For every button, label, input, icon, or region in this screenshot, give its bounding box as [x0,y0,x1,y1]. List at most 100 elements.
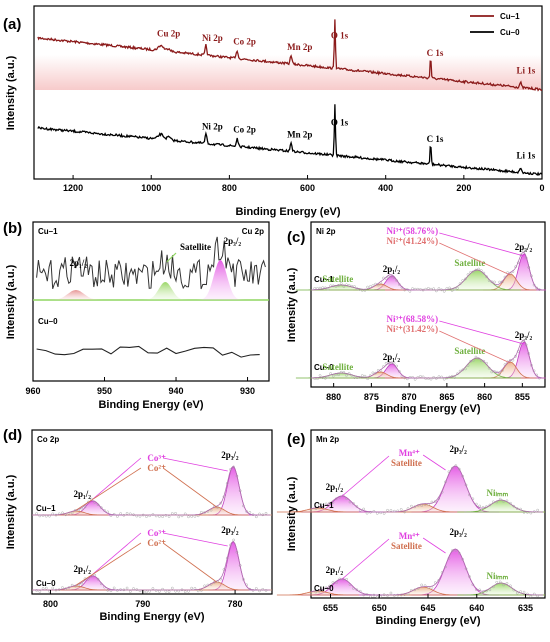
raw-point [424,377,428,380]
raw-point [411,287,414,290]
raw-point [389,591,393,595]
co-2p12-label-0: 2p₁/₂ [74,489,92,499]
x-tick-label-2: 940 [169,386,184,396]
raw-point [427,377,430,380]
ni2-label-1: Ni²⁺(31.42%) [386,324,438,334]
ni-2p12-label-0: 2p₁/₂ [383,264,401,274]
panel-e: (e) Mn 2p Cu–1Mn⁴⁺SatelliteNiₗₘₘ2p₃/₂2p₁… [276,429,546,627]
raw-point [384,361,388,365]
x-tick-label-1: 650 [372,603,387,613]
cu1-shaded-band [35,55,541,90]
sample-label-1: Cu–0 [314,363,334,372]
ni-satellite-label-1: Satellite [454,346,485,356]
raw-point [437,375,441,379]
ni-satellite-label-0: Satellite [454,258,485,268]
raw-point [193,514,197,518]
panel-a-plot: Cu 2p Ni 2p Co 2p Mn 2p O 1s C 1s Li 1s Ni 2p Co… [35,19,543,176]
raw-point [106,588,110,592]
raw-point [318,374,322,377]
raw-point [254,587,258,590]
raw-point [453,376,457,379]
peak-label-11: C 1s [427,134,444,144]
peak-label-5: C 1s [427,48,444,58]
fit-envelope-1 [32,540,271,591]
raw-point [261,587,265,591]
raw-point [512,504,516,508]
x-tick-label-4: 860 [477,392,492,402]
raw-point [498,372,502,375]
mn-2p12-label-1: 2p₁/₂ [326,565,344,575]
co2-label-1: Co²⁺ [147,538,166,548]
co-2p32-label-1: 2p₃/₂ [221,525,239,535]
series-line-cu0 [37,104,543,176]
panel-c-title: Ni 2p [316,227,336,236]
raw-point [313,287,317,290]
raw-point [488,588,492,592]
mn4-pointer-0 [422,454,446,471]
raw-point [345,374,348,377]
raw-point [83,505,87,509]
x-tick-label-3: 640 [469,603,484,613]
raw-point [432,287,436,291]
panel-d-title: Co 2p [37,435,59,444]
raw-point [154,589,158,592]
panel-e-label: (e) [287,431,305,448]
raw-point [161,515,164,519]
raw-point [362,507,365,511]
sample-label-0: Cu–1 [314,501,334,510]
mn4-label-0: Mn⁴⁺ [399,448,420,458]
sample-label-0: Cu–1 [36,504,56,513]
raw-point [151,513,155,516]
raw-point [369,510,372,514]
raw-point [148,589,152,593]
raw-point [501,280,504,284]
raw-point [264,589,268,592]
raw-point [174,511,177,515]
co2-pointer-l-1 [76,542,142,586]
raw-point [508,358,512,362]
panel-c: (c) Ni 2p Cu–1 Ni³⁺(58.76%)Ni²⁺(41.24%) 2p… [286,221,546,415]
peak-label-0: Cu 2p [157,29,180,39]
raw-point [451,466,454,470]
raw-point [203,511,206,514]
ni-satellite2-label-1: Satellite [322,362,353,372]
panel-e-title: Mn 2p [316,435,339,444]
raw-point [387,275,391,279]
raw-point [393,594,396,597]
raw-point [216,505,219,509]
raw-point [515,591,519,595]
fit-component-0-4 [276,507,359,513]
co3-pointer-r-0 [162,457,228,472]
ni2-pointer-1 [439,330,511,364]
fit-peak-2 [191,260,248,300]
raw-point [41,514,45,517]
raw-point [469,359,472,363]
peak-label-7: Ni 2p [202,121,223,131]
raw-point [35,589,38,592]
ni-lmm-label-1: Niₗₘₘ [487,571,509,581]
panel-c-frame [310,221,546,388]
peak-label-10: O 1s [331,117,349,127]
raw-point [164,589,168,593]
raw-point [408,289,412,293]
raw-point [116,515,119,518]
x-tick-label-3: 600 [300,183,315,193]
ni3-label-0: Ni³⁺(58.76%) [386,226,438,236]
raw-point [264,511,268,515]
peak-label-6: Li 1s [517,65,536,75]
raw-point [387,361,391,365]
ni-satellite2-label-0: Satellite [322,274,353,284]
fit-envelope-1 [310,548,544,596]
raw-point [158,590,161,593]
panel-b-frame [32,221,270,382]
raw-point [190,586,194,590]
raw-point [454,464,458,468]
raw-point [522,590,526,594]
panel-a-xlabel: Binding Energy (eV) [235,206,340,218]
raw-point [386,594,389,597]
fit-peak-1 [136,282,193,300]
ni-2p32-label-1: 2p₃/₂ [515,330,533,340]
raw-point [442,289,446,293]
panel-a-frame [33,5,543,180]
co3-pointer-l-1 [92,532,142,575]
